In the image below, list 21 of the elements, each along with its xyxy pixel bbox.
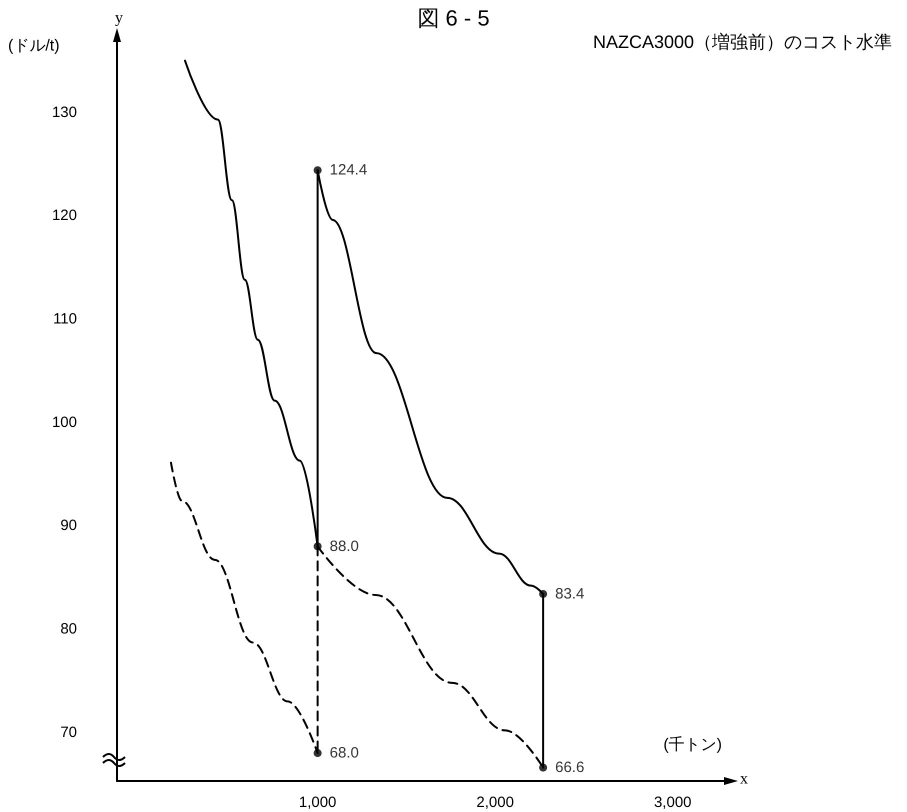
data-label: 66.6 xyxy=(555,759,584,776)
data-label: 88.0 xyxy=(330,538,359,555)
x-axis-title: (千トン) xyxy=(663,736,722,754)
chart-subtitle: NAZCA3000（増強前）のコスト水準 xyxy=(592,32,892,52)
y-axis-title: (ドル/t) xyxy=(8,38,60,54)
text: y xyxy=(115,10,123,26)
data-label: 124.4 xyxy=(330,162,368,179)
x-tick-label: 1,000 xyxy=(298,794,336,811)
y-tick-label: 130 xyxy=(52,104,77,121)
y-tick-label: 80 xyxy=(60,620,77,638)
y-tick-label: 90 xyxy=(60,517,77,534)
chart-title: 図 6 - 5 xyxy=(417,6,490,30)
data-label: 83.4 xyxy=(555,585,584,602)
x-tick-label: 3,000 xyxy=(654,794,692,811)
y-tick-label: 100 xyxy=(52,414,77,431)
y-tick-label: 120 xyxy=(52,207,77,224)
text: x xyxy=(740,770,748,788)
x-tick-label: 2,000 xyxy=(476,794,514,811)
data-label: 68.0 xyxy=(330,744,359,762)
y-tick-label: 110 xyxy=(53,310,77,328)
y-tick-label: 70 xyxy=(60,724,77,741)
